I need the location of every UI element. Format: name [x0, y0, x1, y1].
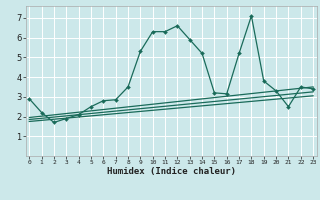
X-axis label: Humidex (Indice chaleur): Humidex (Indice chaleur)	[107, 167, 236, 176]
